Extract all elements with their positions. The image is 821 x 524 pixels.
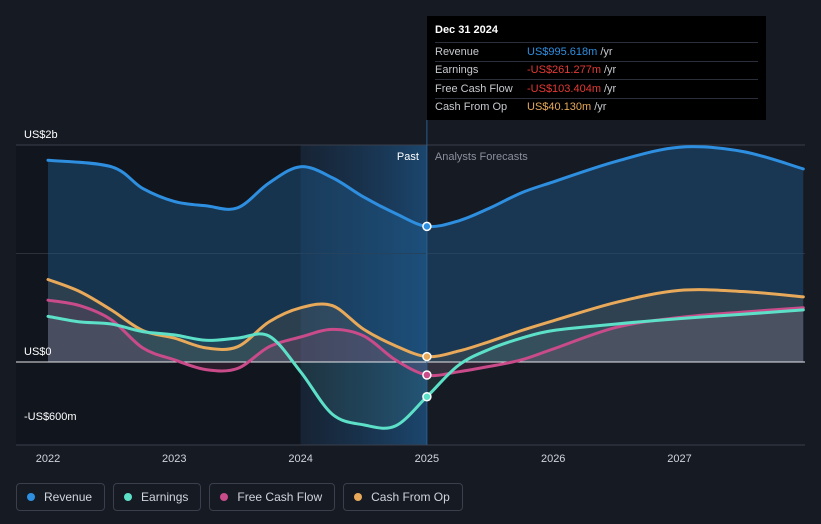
- area-revenue: [48, 146, 804, 362]
- y-tick-label: US$2b: [24, 129, 58, 141]
- area-free-cash-flow: [48, 300, 804, 376]
- legend-item-cash-from-op[interactable]: Cash From Op: [343, 483, 463, 511]
- tooltip-unit: /yr: [604, 82, 617, 95]
- series-line-revenue: [46, 145, 805, 229]
- series-line-earnings: [46, 308, 805, 430]
- tooltip-value: -US$261.277m: [527, 64, 601, 77]
- tooltip-unit: /yr: [600, 45, 613, 58]
- marker-cash-from-op: [422, 351, 432, 362]
- x-tick-label: 2027: [667, 453, 691, 465]
- tooltip-row-revenue: Revenue US$995.618m /yr: [435, 42, 758, 61]
- series-line-free-cash-flow: [46, 298, 805, 378]
- earnings-dot-icon: [124, 493, 133, 501]
- past-label: Past: [397, 151, 419, 163]
- tooltip-label: Earnings: [435, 64, 479, 77]
- forecast-label: Analysts Forecasts: [435, 151, 528, 163]
- x-tick-label: 2024: [288, 453, 312, 465]
- tooltip-value: US$40.130m: [527, 101, 592, 114]
- tooltip-value: US$995.618m: [527, 45, 598, 58]
- free-cash-flow-dot-icon: [220, 493, 229, 501]
- x-tick-label: 2026: [541, 453, 565, 465]
- revenue-dot-icon: [27, 493, 35, 501]
- y-tick-label: US$0: [24, 346, 52, 358]
- marker-revenue: [422, 221, 432, 232]
- legend-label: Earnings: [141, 490, 189, 504]
- marker-free-cash-flow: [422, 370, 432, 380]
- x-tick-label: 2022: [36, 453, 60, 465]
- tooltip-label: Free Cash Flow: [435, 82, 513, 95]
- legend-label: Revenue: [44, 490, 93, 504]
- tooltip-row-free-cash-flow: Free Cash Flow -US$103.404m /yr: [435, 79, 758, 98]
- tooltip-unit: /yr: [594, 101, 607, 114]
- cash-from-op-dot-icon: [354, 493, 363, 501]
- tooltip-row-cash-from-op: Cash From Op US$40.130m /yr: [435, 97, 758, 117]
- legend-item-free-cash-flow[interactable]: Free Cash Flow: [209, 483, 336, 511]
- legend-item-earnings[interactable]: Earnings: [113, 483, 202, 511]
- x-tick-label: 2025: [415, 453, 439, 465]
- legend-item-revenue[interactable]: Revenue: [16, 483, 106, 511]
- area-cash-from-op: [48, 279, 804, 362]
- x-tick-label: 2023: [162, 453, 186, 465]
- legend-label: Free Cash Flow: [237, 490, 323, 504]
- legend-label: Cash From Op: [371, 490, 450, 504]
- tooltip-date: Dec 31 2024: [435, 24, 498, 36]
- highlight-band: [300, 145, 427, 445]
- tooltip-unit: /yr: [604, 64, 617, 77]
- marker-earnings: [422, 391, 432, 402]
- y-tick-label: -US$600m: [24, 411, 77, 423]
- tooltip-row-earnings: Earnings -US$261.277m /yr: [435, 60, 758, 80]
- tooltip: Dec 31 2024 Revenue US$995.618m /yr Earn…: [427, 16, 766, 120]
- legend: Revenue Earnings Free Cash Flow Cash Fro…: [16, 483, 463, 511]
- tooltip-label: Cash From Op: [435, 101, 508, 114]
- tooltip-value: -US$103.404m: [527, 82, 601, 95]
- tooltip-label: Revenue: [435, 45, 480, 58]
